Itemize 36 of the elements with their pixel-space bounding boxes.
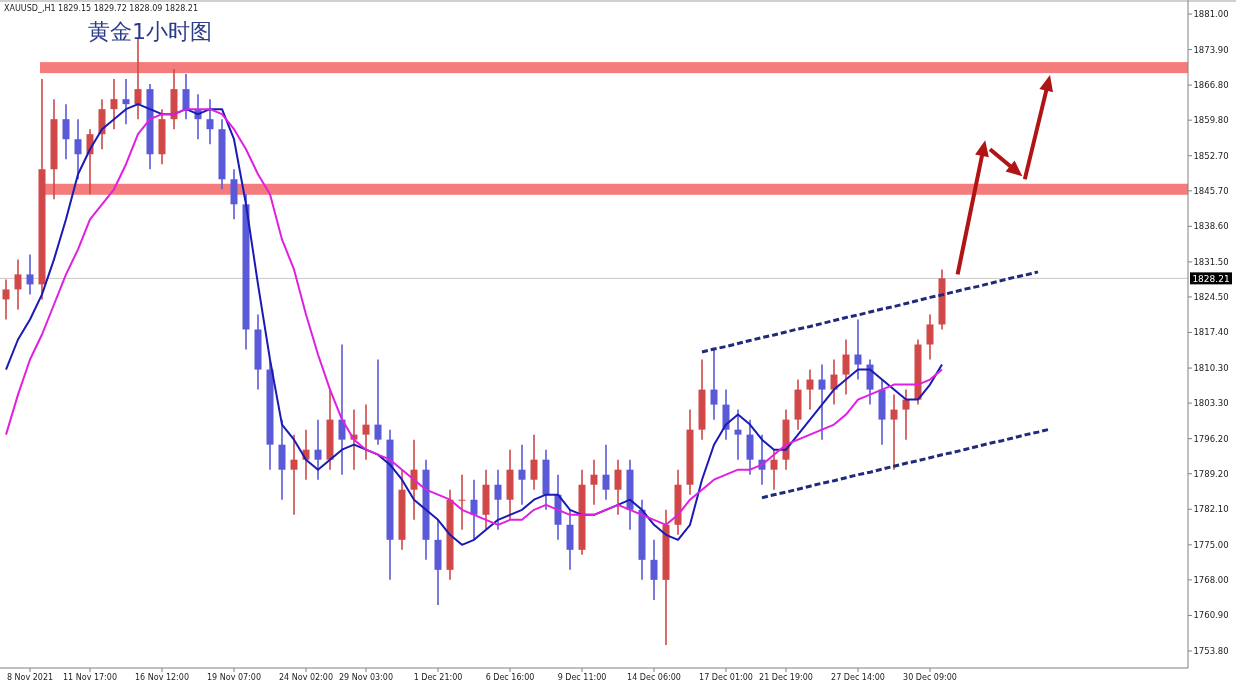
candlestick: [74, 118, 82, 181]
candlestick: [818, 363, 826, 441]
candlestick: [374, 358, 382, 446]
candlestick: [806, 368, 814, 411]
candlestick: [650, 539, 658, 601]
candlestick: [134, 38, 142, 120]
candlestick: [590, 458, 598, 506]
subtitle: XAUUSD_,H1 1829.15 1829.72 1828.09 1828.21: [4, 4, 199, 13]
candlestick: [182, 73, 190, 120]
candlestick: [842, 338, 850, 396]
candlestick: [902, 388, 910, 441]
candlestick: [314, 418, 322, 481]
candlestick: [62, 103, 70, 161]
candlestick: [494, 468, 502, 531]
candlestick: [206, 98, 214, 146]
candlestick: [362, 403, 370, 461]
candlestick: [530, 433, 538, 491]
candlestick: [614, 458, 622, 516]
candlestick: [26, 253, 34, 296]
candlestick: [14, 258, 22, 311]
candlestick: [890, 393, 898, 471]
candlestick: [470, 478, 478, 541]
candlestick: [110, 78, 118, 130]
candlestick: [926, 313, 934, 361]
candlestick: [338, 343, 346, 476]
candlestick: [122, 78, 130, 125]
candlestick: [710, 348, 718, 421]
title: 黄金1小时图: [88, 19, 212, 44]
candlestick: [290, 433, 298, 516]
candlestick: [518, 443, 526, 506]
candlestick: [770, 448, 778, 491]
candlestick: [2, 278, 10, 321]
candlestick: [734, 408, 742, 461]
candlestick: [458, 473, 466, 531]
candlestick: [854, 318, 862, 381]
candlestick: [602, 443, 610, 501]
